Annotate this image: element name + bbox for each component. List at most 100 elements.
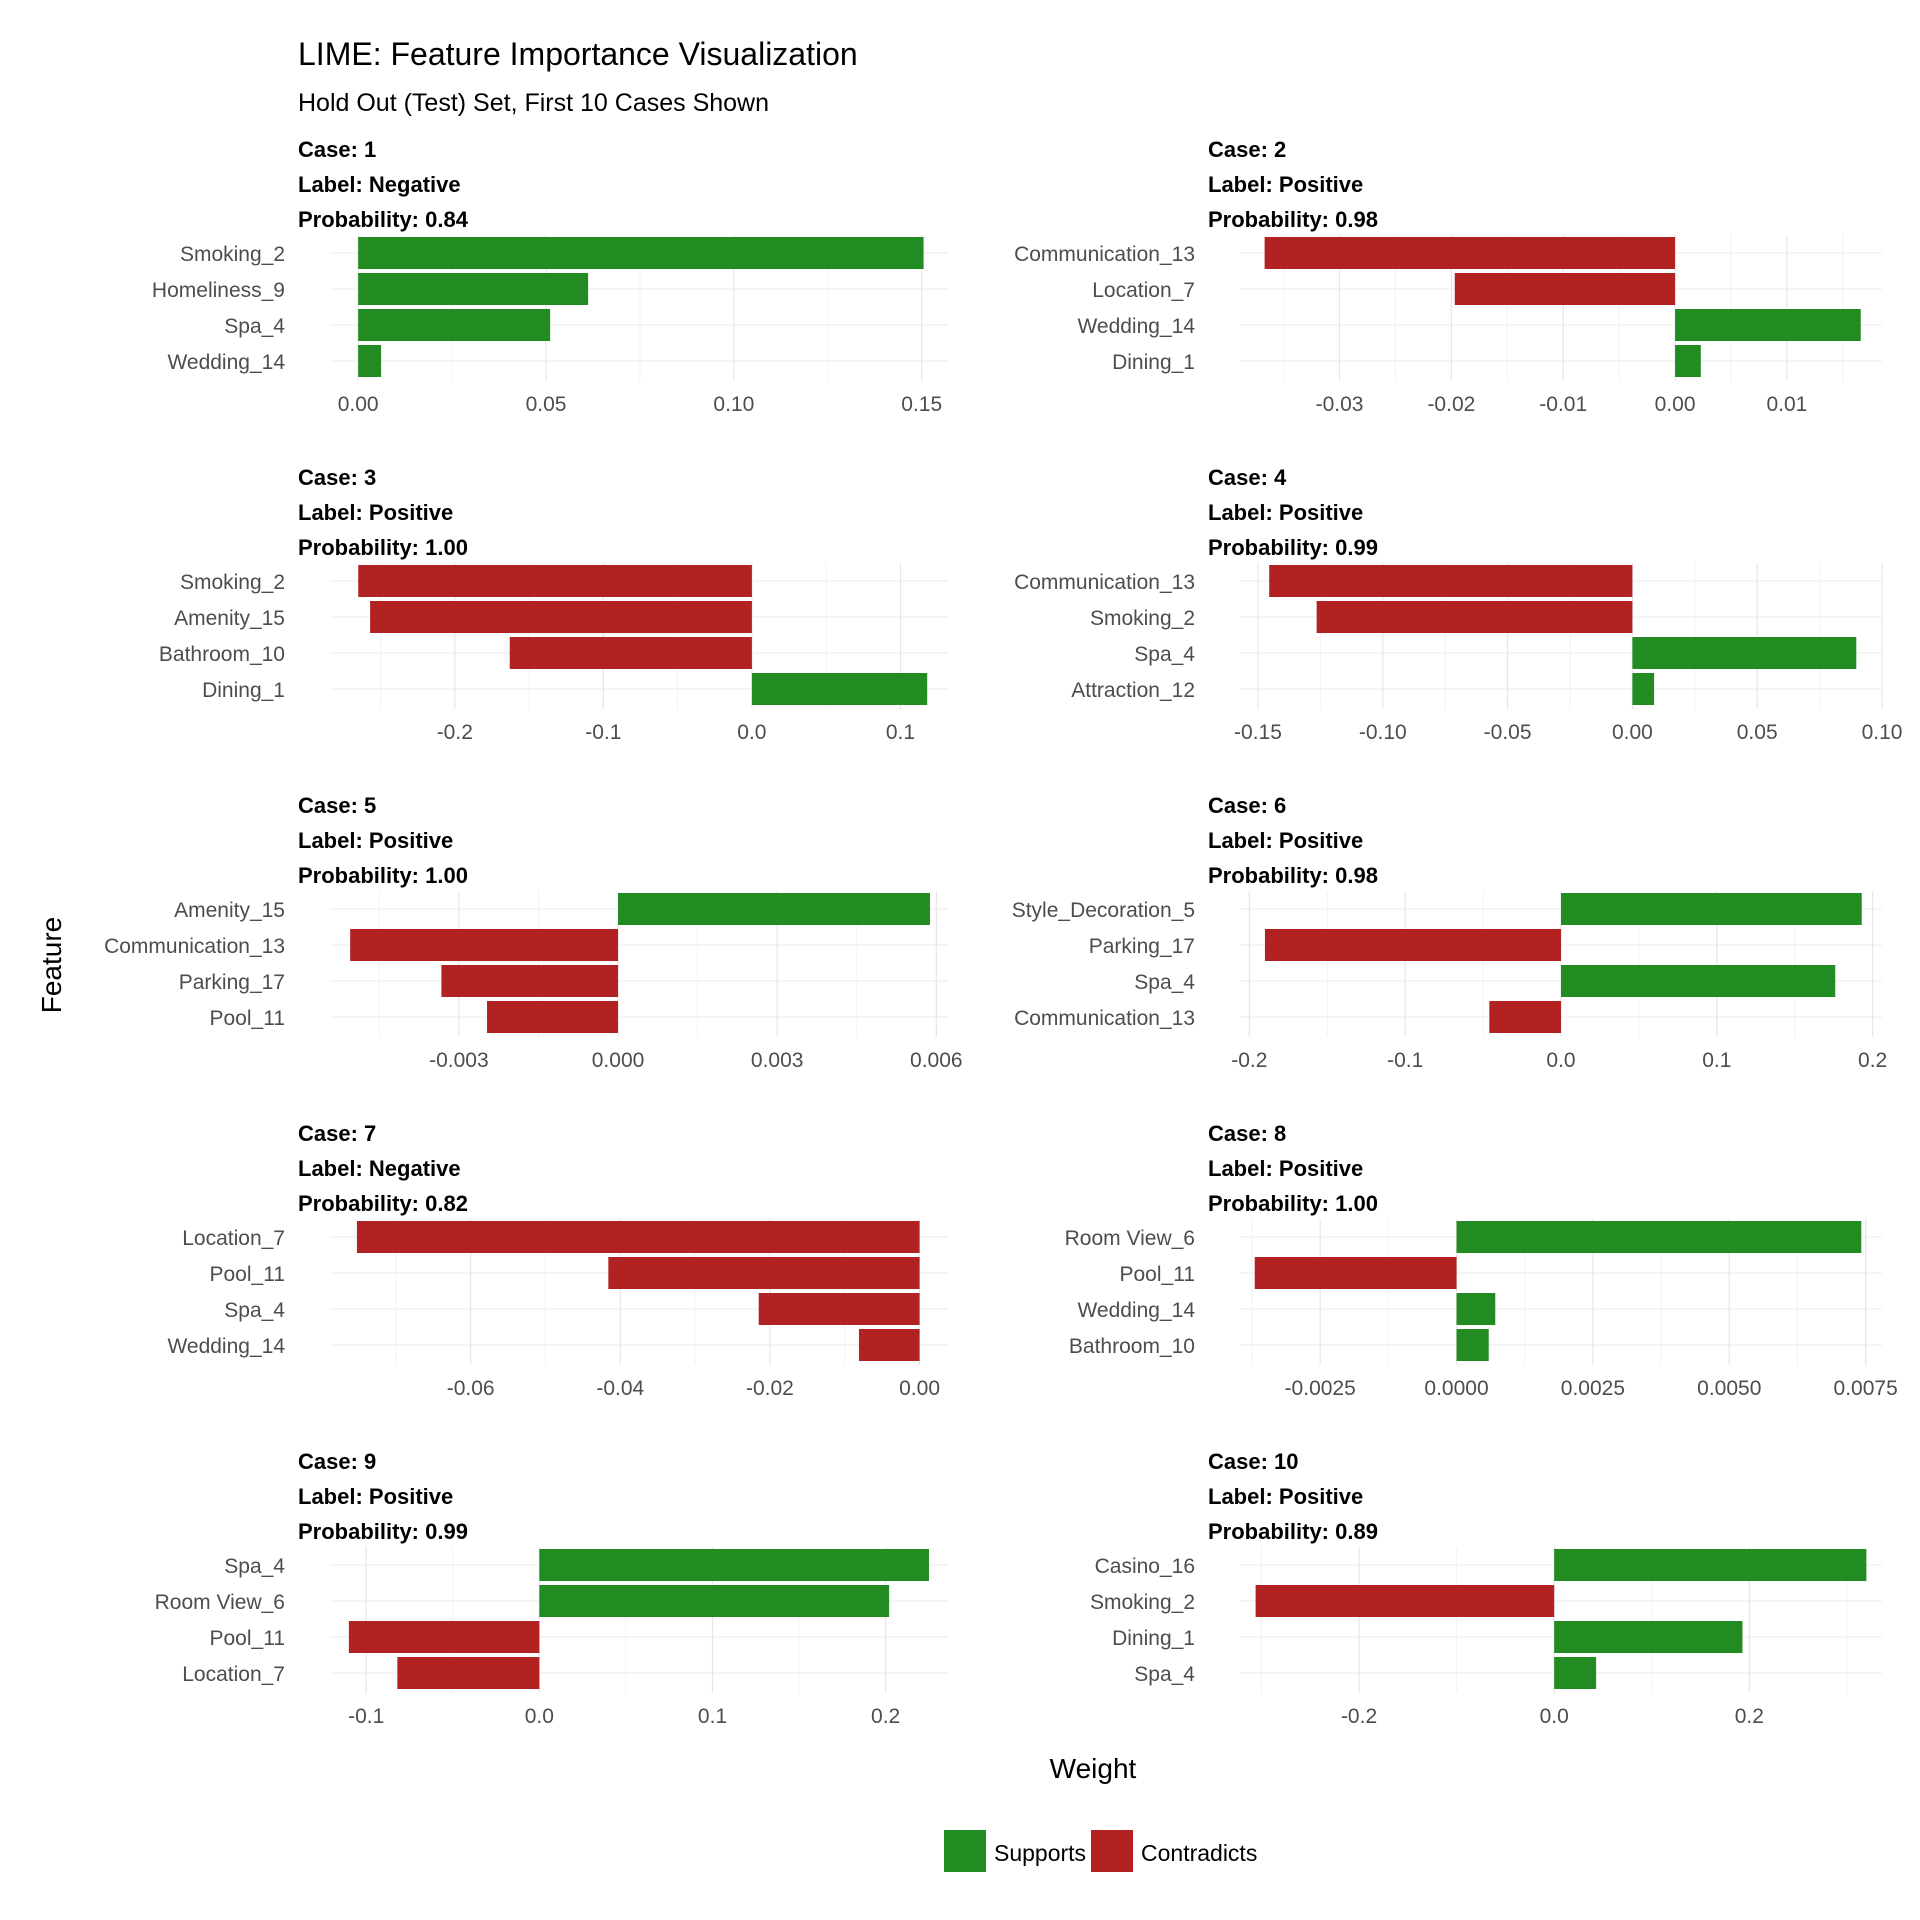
x-tick-label: 0.01 (1766, 393, 1807, 416)
weight-bar (608, 1257, 920, 1289)
x-tick-label: 0.0025 (1561, 1377, 1625, 1400)
x-tick-label: -0.0025 (1285, 1377, 1356, 1400)
weight-bar (370, 601, 752, 633)
prediction-label: Label: Positive (1208, 1484, 1363, 1509)
panel-case-4: Case: 4 Label: Positive Probability: 0.99 -… (1014, 465, 1902, 744)
x-axis-title: Weight (1050, 1753, 1137, 1784)
facet-panels: Case: 1 Label: Negative Probability: 0.84 0… (104, 137, 1902, 1728)
probability-label: Probability: 1.00 (298, 535, 468, 560)
x-tick-label: -0.2 (437, 721, 473, 744)
probability-label: Probability: 0.84 (298, 207, 469, 232)
feature-label: Wedding_14 (1077, 1299, 1195, 1322)
case-label: Case: 4 (1208, 465, 1287, 490)
legend-label-supports: Supports (994, 1840, 1086, 1866)
weight-bar (1456, 1329, 1489, 1361)
feature-label: Bathroom_10 (159, 643, 285, 666)
y-axis-title: Feature (36, 917, 67, 1014)
x-tick-label: 0.0000 (1424, 1377, 1488, 1400)
x-tick-label: -0.05 (1484, 721, 1532, 744)
x-tick-label: 0.1 (886, 721, 915, 744)
weight-bar (358, 273, 589, 305)
x-tick-label: 0.000 (592, 1049, 645, 1072)
weight-bar (1561, 965, 1836, 997)
prediction-label: Label: Positive (1208, 172, 1363, 197)
weight-bar (1456, 1221, 1862, 1253)
feature-label: Location_7 (182, 1227, 285, 1250)
feature-label: Communication_13 (104, 935, 285, 958)
x-tick-label: -0.06 (447, 1377, 495, 1400)
x-tick-label: -0.01 (1539, 393, 1587, 416)
legend-key-contradicts (1091, 1830, 1133, 1872)
probability-label: Probability: 0.89 (1208, 1519, 1378, 1544)
weight-bar (1489, 1001, 1561, 1033)
feature-label: Spa_4 (224, 1299, 285, 1322)
weight-bar (1675, 345, 1701, 377)
feature-label: Homeliness_9 (152, 279, 285, 302)
weight-bar (487, 1001, 619, 1033)
weight-bar (356, 1221, 920, 1253)
legend: Supports Contradicts (944, 1830, 1257, 1872)
case-label: Case: 7 (298, 1121, 376, 1146)
feature-label: Communication_13 (1014, 571, 1195, 594)
x-tick-label: 0.00 (1612, 721, 1653, 744)
feature-label: Dining_1 (1112, 1627, 1195, 1650)
x-tick-label: 0.0 (1546, 1049, 1575, 1072)
feature-label: Spa_4 (1134, 1663, 1195, 1686)
x-tick-label: 0.00 (1655, 393, 1696, 416)
weight-bar (348, 1621, 540, 1653)
panel-case-3: Case: 3 Label: Positive Probability: 1.00 -… (159, 465, 948, 744)
x-tick-label: 0.15 (901, 393, 942, 416)
x-tick-label: 0.0 (1540, 1705, 1569, 1728)
feature-label: Bathroom_10 (1069, 1335, 1195, 1358)
probability-label: Probability: 1.00 (298, 863, 468, 888)
feature-label: Spa_4 (1134, 971, 1195, 994)
probability-label: Probability: 0.99 (1208, 535, 1378, 560)
panel-case-5: Case: 5 Label: Positive Probability: 1.00 -… (104, 793, 963, 1072)
weight-bar (358, 345, 382, 377)
weight-bar (350, 929, 619, 961)
weight-bar (358, 309, 551, 341)
x-tick-label: 0.05 (1737, 721, 1778, 744)
x-tick-label: 0.05 (526, 393, 567, 416)
feature-label: Spa_4 (224, 315, 285, 338)
feature-label: Communication_13 (1014, 1007, 1195, 1030)
x-tick-label: -0.04 (596, 1377, 644, 1400)
x-tick-label: 0.10 (1862, 721, 1903, 744)
panel-case-10: Case: 10 Label: Positive Probability: 0.89… (1090, 1449, 1882, 1728)
panel-case-7: Case: 7 Label: Negative Probability: 0.82 -… (167, 1121, 948, 1400)
feature-label: Spa_4 (1134, 643, 1195, 666)
weight-bar (1255, 1585, 1555, 1617)
case-label: Case: 6 (1208, 793, 1286, 818)
weight-bar (1264, 929, 1561, 961)
feature-label: Pool_11 (1119, 1263, 1195, 1286)
prediction-label: Label: Positive (298, 1484, 453, 1509)
feature-label: Parking_17 (179, 971, 285, 994)
feature-label: Wedding_14 (167, 1335, 285, 1358)
probability-label: Probability: 1.00 (1208, 1191, 1378, 1216)
feature-label: Location_7 (1092, 279, 1195, 302)
weight-bar (751, 673, 928, 705)
feature-label: Wedding_14 (1077, 315, 1195, 338)
feature-label: Communication_13 (1014, 243, 1195, 266)
x-tick-label: -0.03 (1316, 393, 1364, 416)
feature-label: Smoking_2 (1090, 1591, 1195, 1614)
weight-bar (758, 1293, 920, 1325)
x-tick-label: 0.003 (751, 1049, 804, 1072)
feature-label: Pool_11 (209, 1627, 285, 1650)
legend-key-supports (944, 1830, 986, 1872)
x-tick-label: -0.1 (348, 1705, 384, 1728)
x-tick-label: 0.2 (871, 1705, 900, 1728)
weight-bar (1454, 273, 1676, 305)
x-tick-label: 0.0075 (1834, 1377, 1898, 1400)
feature-label: Smoking_2 (180, 243, 285, 266)
prediction-label: Label: Positive (298, 828, 453, 853)
x-tick-label: -0.1 (585, 721, 621, 744)
weight-bar (1456, 1293, 1496, 1325)
weight-bar (1632, 637, 1857, 669)
case-label: Case: 3 (298, 465, 376, 490)
case-label: Case: 9 (298, 1449, 376, 1474)
feature-label: Amenity_15 (174, 899, 285, 922)
probability-label: Probability: 0.82 (298, 1191, 468, 1216)
feature-label: Wedding_14 (167, 351, 285, 374)
